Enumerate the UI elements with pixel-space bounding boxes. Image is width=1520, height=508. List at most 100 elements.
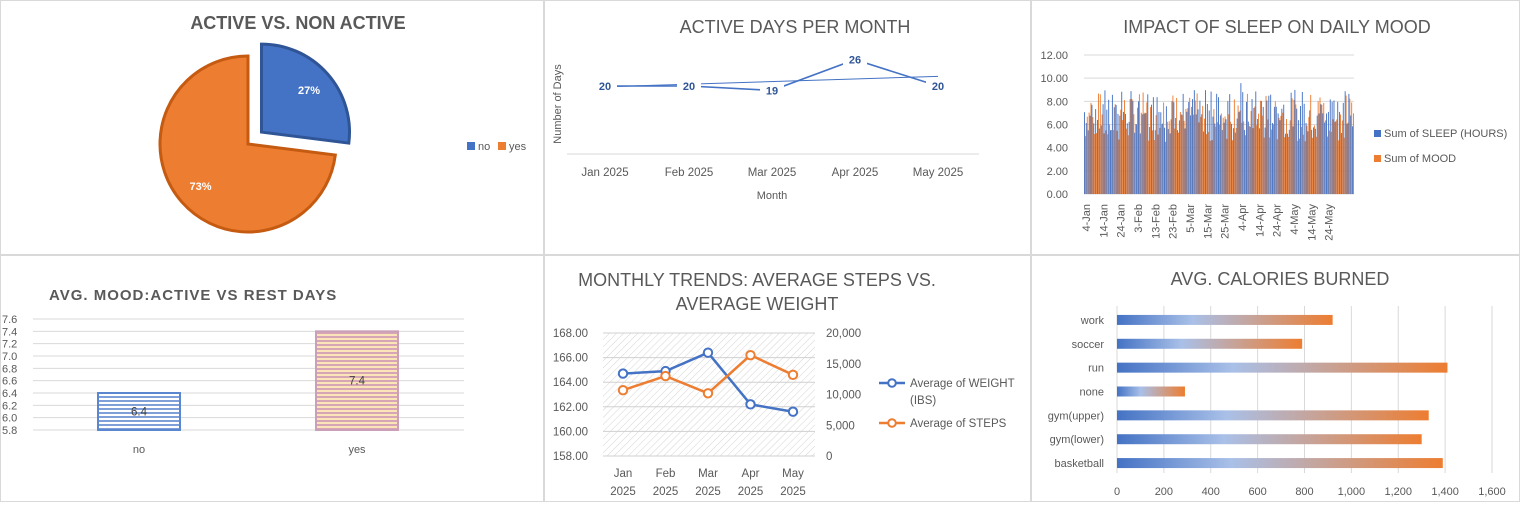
active-days-panel[interactable]: ACTIVE DAYS PER MONTH Number of Days Mon… [544, 0, 1031, 255]
calories-bar-basketball[interactable] [1117, 458, 1443, 469]
sleep-bar [1208, 110, 1210, 194]
avg-mood-panel[interactable]: AVG. MOOD:ACTIVE VS REST DAYS 7.6 7.4 7.2 7… [0, 255, 544, 502]
mood-bar [1217, 122, 1219, 194]
pie-chart-panel[interactable]: ACTIVE VS. NON ACTIVE 27% 73% no yes [0, 0, 544, 255]
trend-point-steps[interactable] [617, 384, 629, 396]
sleep-bar [1197, 109, 1199, 194]
mood-bar [1341, 120, 1343, 194]
sleep-bar [1216, 93, 1218, 194]
mood-bar [1256, 125, 1258, 194]
mood-bar [1265, 95, 1267, 194]
mood-y-tick: 6.6 [2, 376, 17, 388]
trend-right-tick: 10,000 [826, 390, 861, 402]
sleep-bar [1147, 94, 1149, 194]
active-days-xlabel: Month [757, 190, 788, 202]
sleep-mood-panel[interactable]: IMPACT OF SLEEP ON DAILY MOOD 12.00 10.00… [1031, 0, 1520, 255]
pie-slice-no[interactable] [260, 42, 351, 145]
mood-bar [1120, 109, 1122, 194]
sleep-bar [1218, 97, 1219, 194]
sleep-bar [1259, 128, 1260, 194]
trend-x-tick-month: May [782, 468, 804, 480]
mood-bar [1306, 125, 1308, 194]
mood-bar [1084, 136, 1086, 194]
trend-point-steps[interactable] [702, 388, 714, 399]
sleep-bar [1255, 91, 1257, 194]
monthly-trends-panel[interactable]: MONTHLY TRENDS: AVERAGE STEPS VS. AVERAG… [544, 255, 1031, 502]
mood-bar-yes[interactable] [315, 330, 399, 431]
sleep-x-tick: 5-Mar [1185, 204, 1197, 233]
pie-slice-yes[interactable] [158, 54, 337, 234]
mood-bar [1125, 128, 1127, 194]
trend-point-weight[interactable] [787, 406, 799, 417]
trend-point-weight[interactable] [617, 368, 629, 379]
sleep-bar [1091, 104, 1093, 194]
mood-bar [1343, 137, 1345, 194]
sleep-bar [1171, 101, 1173, 194]
calories-bar-work[interactable] [1117, 314, 1333, 325]
calories-bar-none[interactable] [1117, 386, 1185, 397]
calories-bar-gymlower[interactable] [1117, 434, 1422, 445]
sleep-bar [1240, 83, 1242, 194]
sleep-bar [1277, 113, 1279, 194]
calories-bar-soccer[interactable] [1117, 338, 1303, 349]
mood-bar [1088, 112, 1090, 194]
calories-bar-run[interactable] [1117, 362, 1448, 373]
mood-bar [1185, 108, 1187, 194]
mood-bar [1310, 94, 1312, 194]
mood-bar [1178, 132, 1179, 194]
mood-bar [1278, 117, 1280, 194]
mood-bar [1155, 115, 1157, 194]
trend-left-tick: 160.00 [553, 426, 588, 438]
sleep-bar [1266, 100, 1268, 194]
sleep-bar [1173, 102, 1175, 194]
mood-bar [1297, 140, 1299, 194]
mood-bar-no[interactable] [97, 392, 181, 431]
mood-bar [1302, 134, 1304, 194]
calories-y-label: none [1080, 387, 1104, 399]
trend-x-tick-year: 2025 [780, 486, 806, 498]
sleep-y-tick: 2.00 [1047, 166, 1068, 178]
sleep-bar [1221, 130, 1223, 194]
mood-bar [1112, 130, 1114, 194]
sleep-bar [1309, 110, 1311, 194]
trend-right-tick: 0 [826, 451, 832, 463]
trend-point-steps[interactable] [660, 370, 671, 382]
mood-bar [1239, 110, 1241, 194]
sleep-bar [1111, 94, 1113, 194]
trend-point-steps[interactable] [745, 349, 756, 361]
mood-bar [1226, 138, 1228, 194]
sleep-bar [1238, 112, 1240, 194]
mood-bar [1286, 119, 1287, 194]
mood-bar [1299, 138, 1300, 194]
mood-bar [1276, 139, 1278, 194]
trend-point-steps[interactable] [787, 369, 799, 381]
trend-left-tick: 168.00 [553, 328, 588, 340]
mood-bar [1224, 116, 1226, 194]
mood-bar [1086, 116, 1088, 194]
calories-panel[interactable]: AVG. CALORIES BURNED 0 200 400 600 800 1,000 1… [1031, 255, 1520, 502]
sleep-bar [1100, 125, 1102, 194]
sleep-bar [1219, 115, 1221, 194]
calories-bar-gymupper[interactable] [1117, 410, 1429, 421]
sleep-bar [1288, 129, 1290, 194]
sleep-bar [1141, 114, 1143, 194]
pie-legend-swatch-yes [498, 142, 506, 150]
mood-bar [1340, 114, 1341, 194]
mood-bar [1353, 113, 1354, 194]
sleep-y-tick: 6.00 [1047, 120, 1068, 132]
sleep-bar [1296, 108, 1298, 194]
sleep-bar [1126, 123, 1128, 194]
mood-bar [1351, 102, 1353, 194]
mood-bar [1334, 122, 1336, 194]
trend-x-tick-month: Feb [656, 468, 676, 480]
mood-bar [1338, 140, 1340, 194]
mood-bar [1205, 134, 1207, 194]
trend-point-weight[interactable] [745, 399, 756, 410]
mood-bar [1137, 107, 1138, 194]
sleep-bar [1199, 100, 1201, 194]
mood-bar [1105, 130, 1107, 194]
mood-bar [1313, 125, 1315, 194]
sleep-bar [1264, 127, 1266, 194]
trend-point-weight[interactable] [702, 347, 714, 358]
sleep-bar [1154, 130, 1156, 194]
